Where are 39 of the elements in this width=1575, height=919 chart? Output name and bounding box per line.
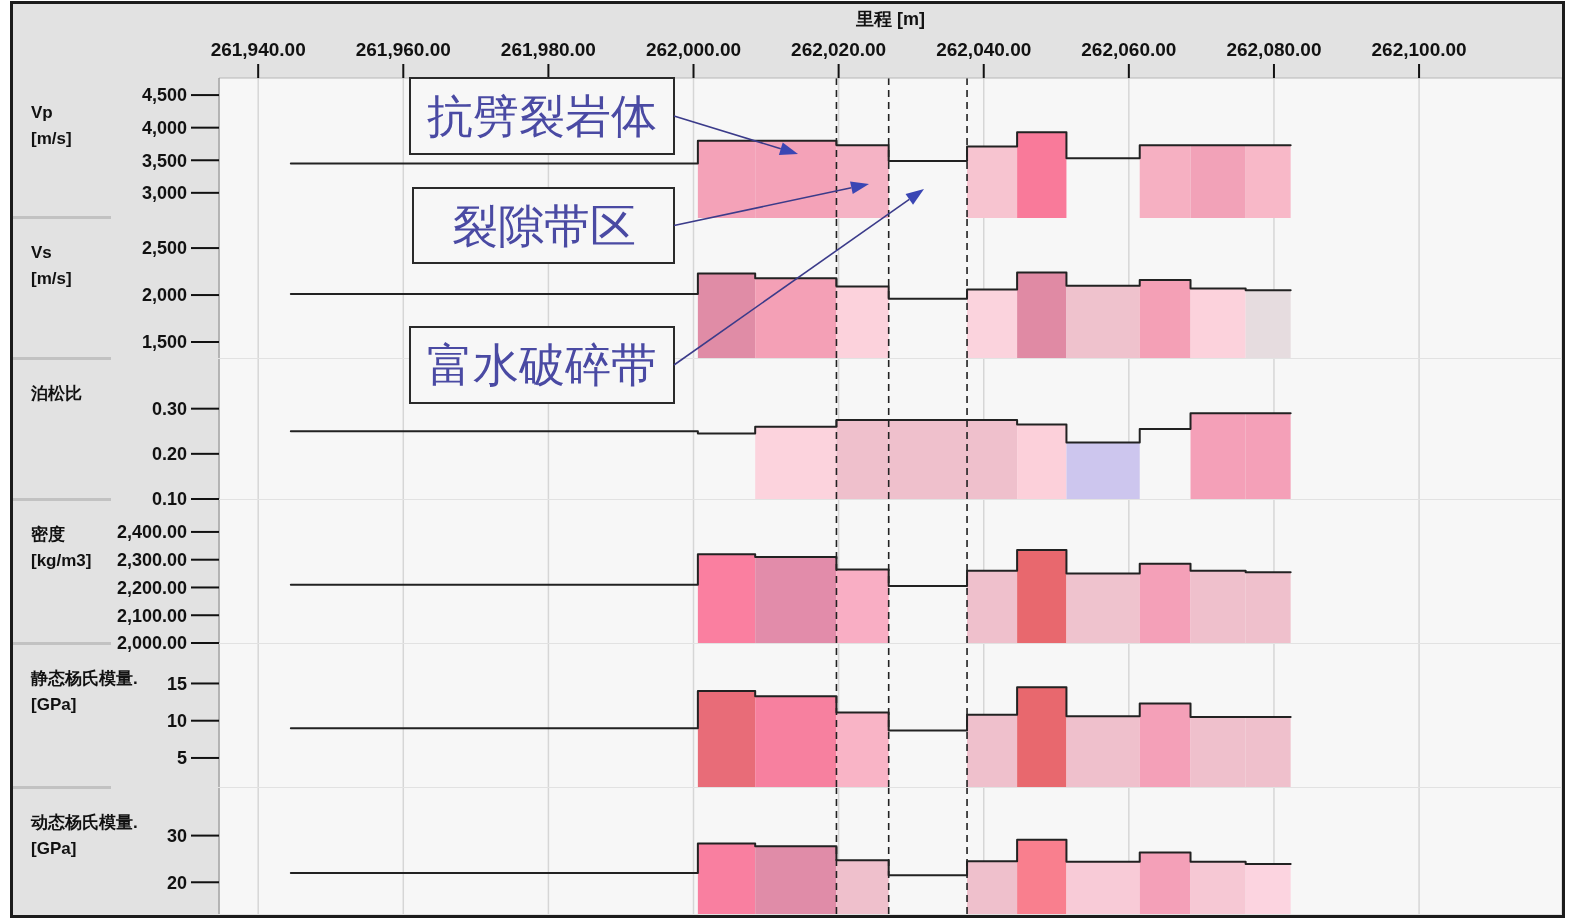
y-axis-title: 泊松比 [31, 383, 82, 405]
y-axis-title: Vs [m/s] [31, 242, 72, 290]
y-tick-label: 5 [176, 748, 187, 769]
y-tick-label: 2,100.00 [116, 605, 187, 626]
x-tick-label: 262,100.00 [1371, 39, 1467, 60]
y-tick-label: 2,400.00 [116, 522, 187, 543]
annotation: 抗劈裂岩体 [427, 90, 657, 142]
y-tick-label: 2,300.00 [116, 550, 187, 571]
y-tick-label: 2,500 [141, 238, 187, 259]
y-tick-label: 4,000 [141, 118, 187, 139]
y-tick-label: 30 [166, 825, 187, 846]
y-tick-label: 20 [166, 872, 187, 893]
annotation: 裂隙带区 [451, 200, 636, 251]
x-tick-label: 261,980.00 [500, 39, 596, 60]
y-tick-label: 3,500 [141, 150, 187, 171]
y-axis-title: Vp [m/s] [31, 102, 72, 150]
x-axis-title: 里程 [m] [855, 8, 926, 31]
y-tick-label: 2,000.00 [116, 633, 187, 654]
x-tick-label: 261,940.00 [210, 39, 306, 60]
x-tick-label: 262,020.00 [791, 39, 887, 60]
x-tick-label: 262,040.00 [936, 39, 1032, 60]
y-tick-label: 2,000 [141, 285, 187, 306]
y-tick-label: 3,000 [141, 183, 187, 204]
y-tick-label: 4,500 [141, 85, 187, 106]
annotation: 富水破碎带 [427, 339, 657, 391]
y-tick-label: 2,200.00 [116, 577, 187, 598]
x-tick-label: 262,060.00 [1081, 39, 1177, 60]
x-tick-label: 261,960.00 [355, 39, 451, 60]
y-tick-label: 0.30 [151, 399, 187, 420]
y-tick-label: 0.20 [151, 444, 187, 465]
y-tick-label: 10 [166, 711, 187, 732]
x-tick-label: 262,080.00 [1226, 39, 1322, 60]
y-tick-label: 1,500 [141, 332, 187, 353]
y-axis-title: 静态杨氏模量. [GPa] [31, 668, 138, 716]
x-tick-label: 262,000.00 [645, 39, 742, 60]
y-axis-title: 动态杨氏模量. [GPa] [31, 812, 138, 860]
y-tick-label: 0.10 [151, 489, 187, 510]
y-axis-title: 密度 [kg/m3] [31, 524, 92, 572]
y-tick-label: 15 [166, 673, 187, 694]
